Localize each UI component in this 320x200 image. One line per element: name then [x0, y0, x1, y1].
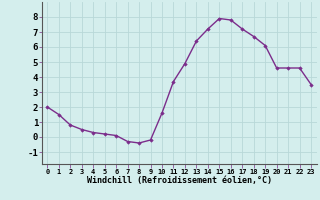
X-axis label: Windchill (Refroidissement éolien,°C): Windchill (Refroidissement éolien,°C): [87, 176, 272, 185]
